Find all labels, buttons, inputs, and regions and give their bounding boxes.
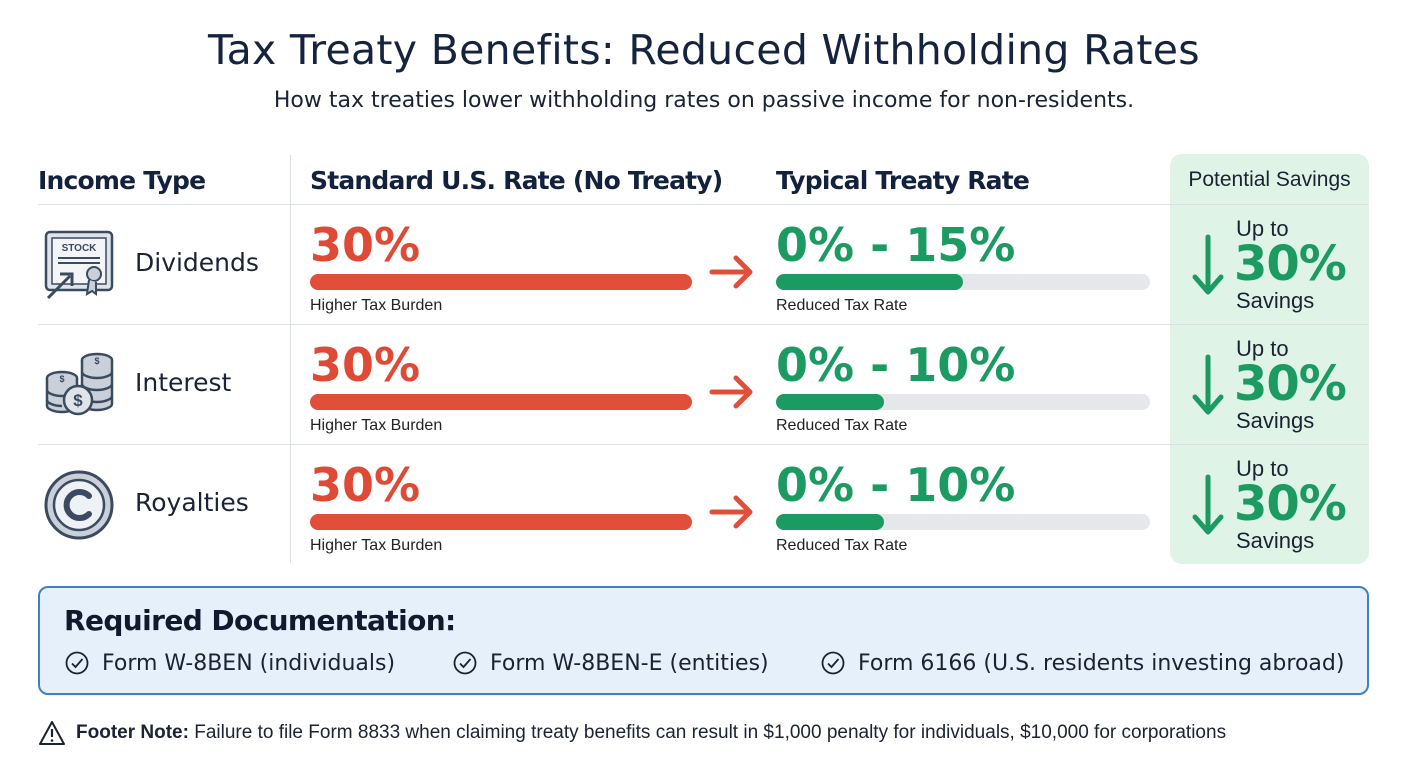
- documentation-item-label: Form 6166 (U.S. residents investing abro…: [858, 650, 1345, 676]
- treaty-rate-bar: [776, 514, 885, 530]
- savings-prefix: Up to: [1236, 336, 1289, 361]
- check-circle-icon: [821, 651, 845, 675]
- arrow-right-icon: [709, 375, 753, 409]
- standard-rate-value: 30%: [310, 218, 421, 272]
- svg-text:$: $: [73, 391, 83, 410]
- standard-rate-label: Higher Tax Burden: [310, 297, 443, 314]
- documentation-title: Required Documentation:: [64, 604, 456, 637]
- page-subtitle: How tax treaties lower withholding rates…: [273, 88, 1135, 113]
- savings-value: 30%: [1234, 476, 1347, 532]
- savings-value: 30%: [1234, 236, 1347, 292]
- standard-rate-bar: [310, 394, 692, 410]
- header-income-type: Income Type: [38, 166, 206, 195]
- documentation-item: Form 6166 (U.S. residents investing abro…: [820, 650, 1344, 676]
- documentation-item: Form W-8BEN-E (entities): [452, 650, 769, 676]
- income-row-dividends: STOCK Dividends 30% Higher Tax Burden 0% - 1…: [0, 204, 1408, 324]
- income-row-royalties: Royalties 30% Higher Tax Burden 0% - 10% Red…: [0, 444, 1408, 564]
- arrow-right-icon: [709, 255, 753, 289]
- header-standard-rate: Standard U.S. Rate (No Treaty): [310, 166, 723, 195]
- savings-value: 30%: [1234, 356, 1347, 412]
- column-divider: [290, 155, 291, 563]
- treaty-rate-label: Reduced Tax Rate: [776, 537, 908, 554]
- savings-prefix: Up to: [1236, 216, 1289, 241]
- treaty-rate-value: 0% - 10%: [776, 338, 1016, 392]
- treaty-rate-label: Reduced Tax Rate: [776, 297, 908, 314]
- savings-suffix: Savings: [1236, 528, 1315, 553]
- treaty-rate-track: [776, 394, 1150, 410]
- row-divider: [38, 444, 1368, 445]
- copyright-icon: [42, 468, 116, 542]
- row-divider: [38, 204, 1368, 205]
- treaty-rate-bar: [776, 394, 885, 410]
- svg-text:$: $: [59, 374, 64, 384]
- standard-rate-value: 30%: [310, 338, 421, 392]
- savings-prefix: Up to: [1236, 456, 1289, 481]
- treaty-rate-value: 0% - 10%: [776, 458, 1016, 512]
- arrow-down-icon: [1192, 354, 1224, 415]
- footer-label: Footer Note:: [76, 722, 189, 743]
- standard-rate-bar: [310, 274, 692, 290]
- arrow-down-icon: [1192, 234, 1224, 295]
- svg-text:$: $: [94, 356, 99, 366]
- arrow-down-icon: [1192, 474, 1224, 535]
- standard-rate-bar: [310, 514, 692, 530]
- required-documentation-box: Required Documentation: Form W-8BEN (ind…: [38, 586, 1369, 695]
- treaty-rate-label: Reduced Tax Rate: [776, 417, 908, 434]
- income-type-name: Dividends: [135, 248, 259, 277]
- arrow-right-icon: [709, 495, 753, 529]
- footer-text: Failure to file Form 8833 when claiming …: [194, 722, 1227, 743]
- documentation-item-label: Form W-8BEN (individuals): [102, 650, 396, 676]
- check-circle-icon: [453, 651, 477, 675]
- treaty-rate-value: 0% - 15%: [776, 218, 1016, 272]
- standard-rate-label: Higher Tax Burden: [310, 537, 443, 554]
- svg-text:STOCK: STOCK: [62, 243, 98, 254]
- standard-rate-value: 30%: [310, 458, 421, 512]
- treaty-rate-track: [776, 274, 1150, 290]
- warning-icon: [39, 721, 65, 745]
- savings-suffix: Savings: [1236, 288, 1315, 313]
- footer-note: Footer Note: Failure to file Form 8833 w…: [38, 720, 1226, 746]
- income-type-name: Royalties: [135, 488, 249, 517]
- documentation-item-label: Form W-8BEN-E (entities): [490, 650, 769, 676]
- header-treaty-rate: Typical Treaty Rate: [776, 166, 1030, 195]
- savings-suffix: Savings: [1236, 408, 1315, 433]
- page-title: Tax Treaty Benefits: Reduced Withholding…: [208, 26, 1200, 74]
- documentation-item: Form W-8BEN (individuals): [64, 650, 395, 676]
- stock-certificate-icon: STOCK: [42, 228, 116, 302]
- check-circle-icon: [65, 651, 89, 675]
- header-potential-savings: Potential Savings: [1188, 168, 1351, 191]
- income-row-interest: $ $ $ Interest 30% Higher Tax Burden 0% - 10% R…: [0, 324, 1408, 444]
- standard-rate-label: Higher Tax Burden: [310, 417, 443, 434]
- savings-column-background: [1170, 154, 1369, 564]
- income-type-name: Interest: [135, 368, 232, 397]
- coin-stack-icon: $ $ $: [42, 348, 116, 422]
- row-divider: [38, 324, 1368, 325]
- treaty-rate-bar: [776, 274, 963, 290]
- treaty-rate-track: [776, 514, 1150, 530]
